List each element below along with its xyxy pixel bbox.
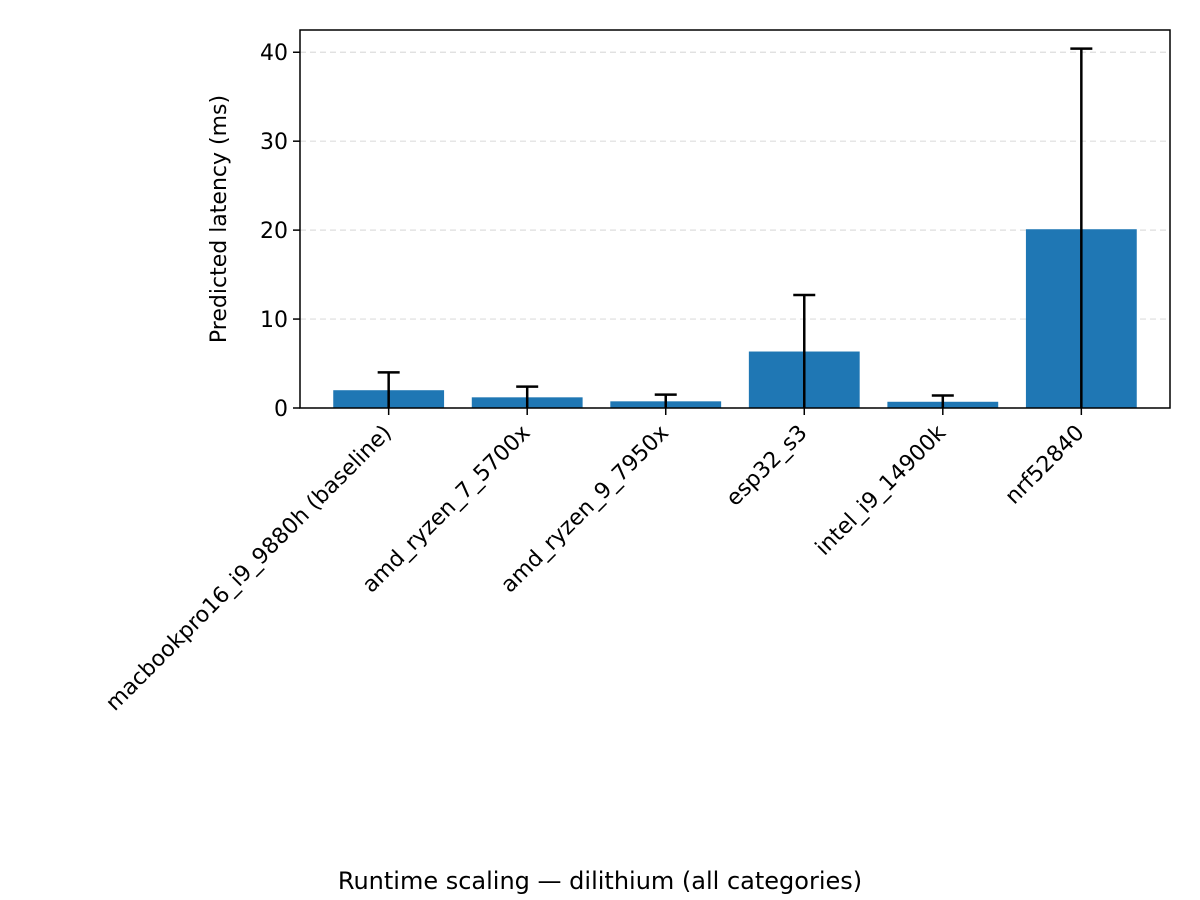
error-bar-0 [377,371,400,408]
y-axis-ticks: 0 10 20 30 40 [260,41,300,422]
x-tick-label: intel_i9_14900k [811,420,951,560]
error-bar-1 [516,385,539,408]
error-bar-5 [1070,47,1093,408]
y-tick-label: 20 [260,219,288,244]
y-tick-label: 10 [260,308,288,333]
x-tick-label: nrf52840 [1001,421,1090,510]
y-tick-label: 0 [274,397,288,422]
plot-frame [299,29,1171,409]
error-bar-3 [793,293,816,408]
error-bars-group [377,47,1093,408]
error-bar-4 [931,394,954,408]
error-bar-2 [654,393,677,408]
x-axis-ticks: macbookpro16_i9_9880h (baseline)amd_ryze… [101,408,1090,717]
x-tick-label: esp32_s3 [722,421,813,512]
x-tick-label: macbookpro16_i9_9880h (baseline) [101,421,397,717]
chart-caption: Runtime scaling — dilithium (all categor… [338,867,862,895]
y-tick-label: 30 [260,130,288,155]
y-tick-label: 40 [260,41,288,66]
y-axis-label: Predicted latency (ms) [207,95,232,343]
